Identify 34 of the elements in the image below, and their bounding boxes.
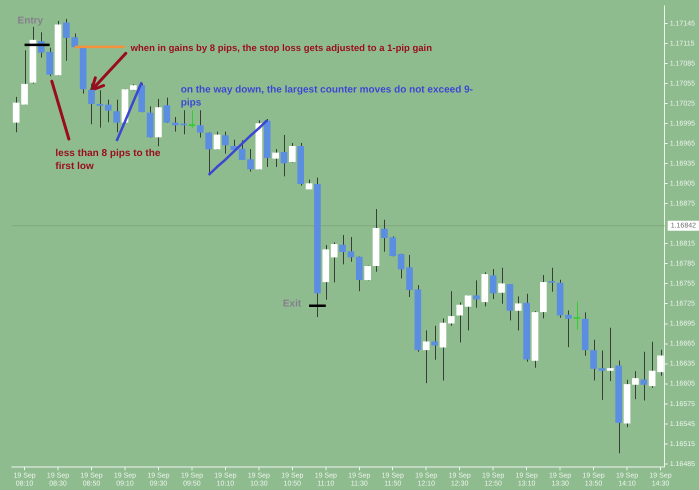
candlestick (574, 301, 580, 330)
annotation: Exit (282, 298, 302, 310)
candlestick (46, 47, 53, 77)
candlestick (490, 268, 496, 300)
candlestick (381, 219, 388, 252)
candlestick (63, 18, 70, 62)
candlestick (196, 110, 204, 138)
candlestick (498, 267, 505, 304)
annotation: when in gains by 8 pips, the stop loss gets adjusted to a 1-pip gain (130, 43, 432, 54)
candlestick (330, 242, 338, 283)
candlestick (356, 256, 363, 292)
candlestick (473, 280, 480, 308)
candlestick (163, 97, 170, 124)
candlestick (288, 142, 296, 163)
candlestick (422, 330, 430, 384)
candlestick (222, 131, 229, 154)
candlestick (606, 327, 614, 382)
candlestick (640, 351, 648, 401)
candlestick (113, 99, 120, 133)
candlestick (364, 265, 371, 281)
candlestick (514, 296, 522, 331)
candlestick (88, 83, 95, 125)
candlestick (104, 99, 112, 123)
candlestick (306, 179, 312, 190)
annotation: less than 8 pips to the first low (55, 148, 161, 172)
candlestick (96, 90, 104, 128)
candlestick (205, 132, 212, 176)
candlestick (272, 148, 279, 168)
annotation: Entry (18, 16, 44, 27)
candlestick (214, 131, 220, 150)
annotation: on the way down, the largest counter moves do not exceed 9-pips (180, 84, 474, 109)
candlestick (389, 236, 396, 257)
candlestick (280, 134, 288, 177)
candlestick (431, 325, 438, 360)
